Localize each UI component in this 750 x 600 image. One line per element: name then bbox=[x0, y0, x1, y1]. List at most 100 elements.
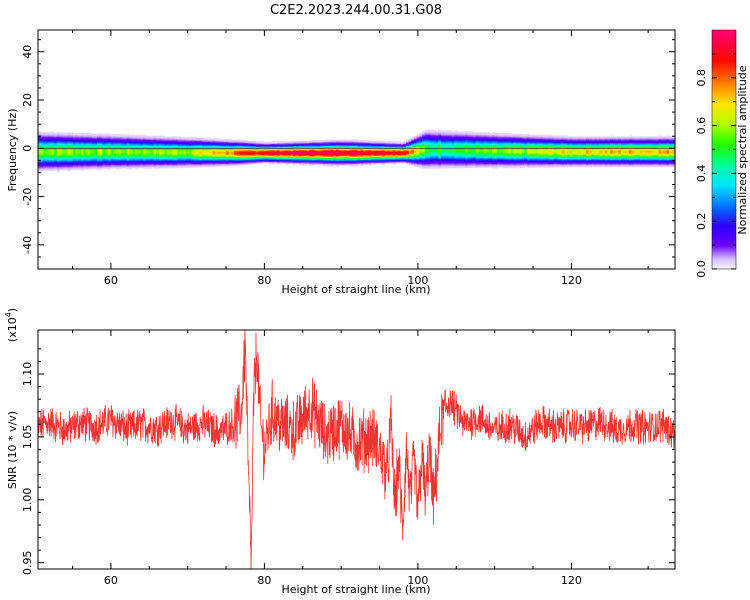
spectrogram-cell bbox=[158, 140, 163, 143]
spectrogram-cell bbox=[516, 135, 520, 137]
spectrogram-cell bbox=[148, 150, 152, 153]
spectrogram-cell bbox=[180, 150, 184, 153]
spectrogram-cell bbox=[244, 149, 249, 152]
spectrogram-cell bbox=[115, 149, 120, 152]
spectrogram-cell bbox=[408, 155, 412, 158]
spectrogram-cell bbox=[537, 145, 541, 148]
spectrogram-cell bbox=[110, 139, 114, 141]
spectrogram-cell bbox=[51, 160, 55, 163]
spectrogram-cell bbox=[287, 141, 292, 144]
spectrogram-cell bbox=[185, 149, 190, 152]
spectrogram-cell bbox=[269, 153, 273, 155]
spectrogram-cell bbox=[303, 160, 308, 163]
spectrogram-cell bbox=[161, 145, 165, 147]
spectrogram-cell bbox=[156, 159, 160, 162]
spectrogram-cell bbox=[330, 155, 335, 157]
spectrogram-cell bbox=[381, 141, 386, 144]
spectrogram-cell bbox=[354, 141, 359, 144]
spectrogram-cell bbox=[105, 148, 109, 151]
spectrogram-cell bbox=[489, 133, 493, 136]
spectrogram-cell bbox=[107, 153, 112, 156]
spectrogram-cell bbox=[344, 150, 348, 153]
spectrogram-cell bbox=[177, 136, 181, 139]
spectrogram-cell bbox=[303, 153, 308, 155]
spectrogram-cell bbox=[140, 146, 144, 149]
spectrogram-cell bbox=[123, 155, 128, 158]
spectrogram-cell bbox=[502, 140, 506, 142]
spectrogram-cell bbox=[48, 153, 53, 156]
spectrogram-cell bbox=[285, 141, 289, 144]
spectrogram-cell bbox=[500, 161, 504, 164]
spectrogram-cell bbox=[185, 157, 190, 160]
spectrogram-cell bbox=[177, 155, 181, 158]
spectrogram-cell bbox=[524, 151, 528, 154]
spectrogram-cell bbox=[346, 151, 351, 154]
spectrogram-cell bbox=[448, 136, 453, 139]
spectrogram-cell bbox=[89, 155, 93, 158]
spectrogram-cell bbox=[400, 156, 404, 159]
spectrogram-cell bbox=[105, 163, 109, 166]
spectrogram-cell bbox=[373, 145, 378, 148]
spectrogram-cell bbox=[451, 135, 455, 137]
spectrogram-cell bbox=[470, 144, 474, 147]
spectrogram-cell bbox=[94, 152, 98, 155]
spectrogram-cell bbox=[132, 166, 136, 169]
spectrogram-cell bbox=[38, 169, 42, 172]
spectrogram-cell bbox=[290, 141, 294, 144]
spectrogram-cell bbox=[406, 162, 410, 165]
spectrogram-cell bbox=[422, 157, 426, 160]
spectrogram-cell bbox=[64, 143, 69, 146]
spectrogram-cell bbox=[126, 135, 130, 137]
spectrogram-cell bbox=[505, 154, 509, 157]
spectrogram-cell bbox=[156, 137, 160, 140]
spectrogram-cell bbox=[166, 165, 171, 168]
spectrogram-cell bbox=[258, 157, 262, 159]
spectrogram-cell bbox=[301, 142, 305, 144]
spectrogram-cell bbox=[295, 153, 300, 156]
spectrogram-cell bbox=[494, 133, 498, 135]
spectrogram-cell bbox=[153, 163, 157, 166]
spectrogram-cell bbox=[239, 145, 243, 148]
spectrogram-cell bbox=[193, 141, 198, 144]
spectrogram-cell bbox=[204, 159, 208, 162]
spectrogram-cell bbox=[419, 164, 423, 166]
spectrogram-cell bbox=[481, 144, 485, 147]
spectrogram-cell bbox=[148, 159, 152, 162]
spectrogram-cell bbox=[545, 145, 549, 148]
spectrogram-cell bbox=[113, 142, 117, 145]
spectrogram-cell bbox=[301, 146, 305, 149]
spectrogram-cell bbox=[333, 152, 337, 155]
spectrogram-cell bbox=[475, 161, 480, 164]
spectrogram-cell bbox=[551, 153, 555, 156]
spectrogram-cell bbox=[481, 153, 485, 156]
spectrogram-cell bbox=[148, 143, 152, 145]
spectrogram-cell bbox=[451, 162, 455, 165]
spectrogram-cell bbox=[118, 154, 122, 157]
spectrogram-cell bbox=[325, 142, 329, 145]
spectrogram-cell bbox=[234, 150, 238, 153]
spectrogram-cell bbox=[287, 160, 292, 163]
spectrogram-cell bbox=[287, 158, 292, 161]
spectrogram-cell bbox=[435, 162, 439, 164]
spectrogram-cell bbox=[201, 160, 206, 163]
spectrogram-cell bbox=[553, 140, 558, 143]
spectrogram-cell bbox=[416, 146, 421, 149]
spectrogram-cell bbox=[422, 137, 426, 139]
spectrogram-cell bbox=[282, 141, 286, 144]
spectrogram-cell bbox=[516, 139, 520, 142]
spectrogram-cell bbox=[540, 143, 544, 145]
spectrogram-cell bbox=[416, 155, 421, 158]
spectrogram-cell bbox=[494, 143, 498, 146]
spectrogram-cell bbox=[373, 152, 378, 155]
spectrogram-cell bbox=[376, 160, 380, 162]
spectrogram-cell bbox=[502, 142, 506, 145]
spectrogram-cell bbox=[70, 152, 74, 155]
spectrogram-cell bbox=[457, 144, 461, 147]
spectrogram-cell bbox=[290, 159, 294, 162]
spectrogram-cell bbox=[279, 150, 284, 153]
spectrogram-cell bbox=[542, 159, 547, 162]
spectrogram-cell bbox=[191, 159, 195, 162]
spectrogram-cell bbox=[397, 155, 402, 158]
spectrogram-cell bbox=[513, 154, 517, 157]
spectrogram-cell bbox=[491, 145, 496, 148]
